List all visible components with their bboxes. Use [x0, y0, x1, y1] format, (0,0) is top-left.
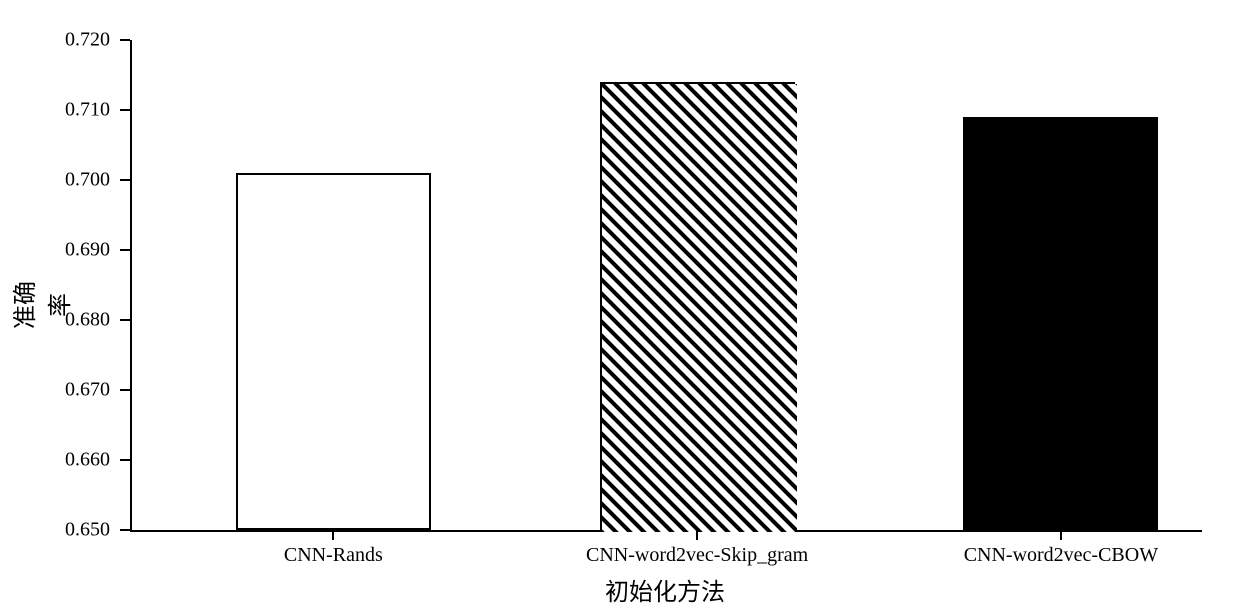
y-tick [120, 109, 130, 111]
y-tick [120, 319, 130, 321]
x-tick-label: CNN-word2vec-CBOW [964, 544, 1158, 567]
x-tick [1060, 530, 1062, 540]
y-tick [120, 249, 130, 251]
y-tick-label: 0.700 [30, 169, 110, 192]
bar [963, 117, 1158, 530]
x-axis-title: 初始化方法 [565, 572, 765, 607]
y-tick [120, 529, 130, 531]
y-tick-label: 0.680 [30, 309, 110, 332]
y-tick-label: 0.710 [30, 99, 110, 122]
x-tick [332, 530, 334, 540]
y-tick [120, 179, 130, 181]
y-tick [120, 389, 130, 391]
y-tick-label: 0.690 [30, 239, 110, 262]
y-tick-label: 0.650 [30, 519, 110, 542]
y-tick-label: 0.660 [30, 449, 110, 472]
bar [600, 82, 795, 530]
x-tick-label: CNN-word2vec-Skip_gram [586, 544, 808, 567]
y-tick [120, 39, 130, 41]
y-tick [120, 459, 130, 461]
bar [236, 173, 431, 530]
chart-container: 准确率 初始化方法 0.6500.6600.6700.6800.6900.700… [0, 0, 1240, 614]
x-tick-label: CNN-Rands [284, 544, 383, 567]
x-tick [696, 530, 698, 540]
y-tick-label: 0.670 [30, 379, 110, 402]
y-tick-label: 0.720 [30, 29, 110, 52]
